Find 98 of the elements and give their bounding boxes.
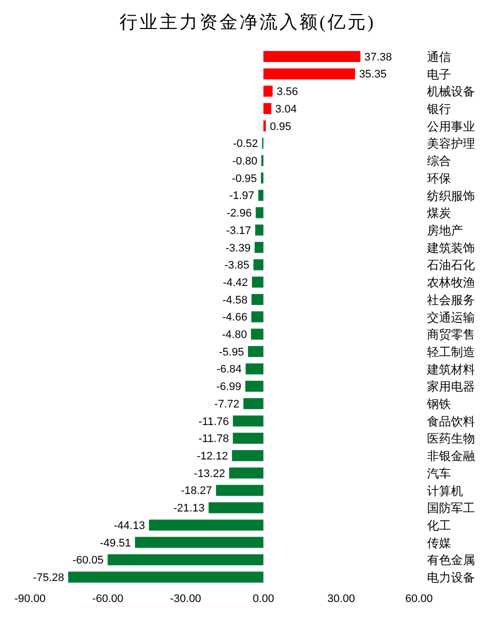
bar [243, 398, 264, 410]
data-label: -3.17 [226, 224, 252, 237]
bar [246, 363, 264, 374]
y-tick-label: 有色金属 [427, 553, 475, 568]
y-tick-label: 交通运输 [427, 310, 475, 324]
y-tick-label: 家用电器 [427, 380, 475, 394]
x-tick-label: 30.00 [327, 592, 355, 605]
bar [232, 450, 264, 462]
y-tick-label: 石油石化 [427, 258, 475, 272]
y-tick-label: 煤炭 [427, 206, 451, 220]
data-label: -3.39 [226, 242, 251, 254]
data-label: -0.80 [232, 155, 258, 168]
y-tick-label: 商贸零售 [427, 328, 475, 342]
x-tick-label: 0.00 [252, 592, 274, 605]
data-label: -0.52 [232, 138, 258, 150]
y-tick-label: 计算机 [427, 484, 463, 498]
data-label: -49.51 [100, 537, 132, 550]
data-label: 0.95 [270, 120, 292, 133]
bar [250, 328, 264, 340]
y-tick-label: 综合 [427, 154, 451, 168]
y-tick-label: 钢铁 [426, 397, 451, 412]
x-tick-label: -60.00 [92, 592, 124, 605]
y-tick-label: 化工 [427, 518, 451, 533]
y-tick-label: 社会服务 [427, 292, 475, 307]
bar [232, 415, 264, 426]
y-tick-label: 房地产 [427, 223, 463, 238]
data-label: -0.95 [232, 172, 257, 185]
bar [256, 207, 264, 218]
bar [263, 120, 266, 132]
data-label: -12.12 [196, 450, 228, 463]
y-tick-label: 汽车 [427, 466, 451, 480]
bar [248, 346, 264, 358]
bar [263, 103, 272, 114]
y-tick-label: 机械设备 [427, 84, 475, 99]
bar [263, 86, 273, 97]
bar [108, 554, 264, 566]
data-label: -4.80 [222, 329, 247, 342]
data-label: -6.99 [216, 381, 242, 394]
data-label: -18.27 [180, 485, 212, 498]
y-tick-label: 建筑材料 [426, 362, 475, 376]
bar [255, 224, 264, 236]
y-tick-label: 电子 [427, 67, 451, 82]
data-label: -2.96 [226, 208, 252, 220]
y-tick-label: 建筑装饰 [426, 240, 475, 255]
x-tick-label: -30.00 [170, 592, 202, 605]
data-label: 3.56 [276, 86, 298, 98]
x-tick-label: -90.00 [14, 592, 46, 605]
data-label: -75.28 [32, 572, 64, 584]
y-tick-label: 农林牧渔 [427, 276, 475, 290]
data-label: 35.35 [359, 68, 387, 81]
data-label: -6.84 [216, 364, 242, 376]
chart-title: 行业主力资金净流入额(亿元) [118, 11, 376, 34]
bar [263, 68, 356, 80]
data-label: -44.13 [114, 520, 145, 532]
y-tick-label: 国防军工 [427, 501, 475, 516]
data-label: -11.78 [198, 433, 229, 446]
y-tick-label: 非银金融 [427, 449, 475, 464]
data-label: -1.97 [229, 190, 254, 202]
bar [232, 432, 264, 444]
data-label: -5.95 [218, 346, 244, 358]
data-label: -4.66 [222, 312, 248, 324]
data-label: -21.13 [173, 502, 205, 515]
y-tick-label: 轻工制造 [427, 344, 475, 359]
bar [208, 502, 264, 514]
data-label: -11.76 [198, 416, 229, 428]
data-label: 37.38 [364, 51, 392, 64]
data-label: 3.04 [275, 103, 297, 116]
y-tick-label: 通信 [427, 50, 451, 64]
y-tick-label: 传媒 [427, 536, 451, 550]
bar [245, 380, 264, 392]
data-label: -3.85 [224, 260, 250, 272]
data-label: -60.05 [72, 554, 104, 567]
bar [263, 51, 360, 62]
y-tick-label: 银行 [426, 102, 451, 116]
data-label: -7.72 [214, 398, 240, 410]
y-tick-label: 食品饮料 [427, 414, 475, 428]
data-label: -13.22 [194, 468, 226, 480]
bar [229, 468, 264, 479]
bar [258, 190, 264, 201]
y-tick-label: 环保 [427, 171, 451, 186]
bar [252, 294, 264, 305]
bar [260, 172, 264, 184]
bar [135, 536, 264, 548]
bar [68, 572, 264, 583]
bar [148, 520, 264, 531]
y-tick-label: 纺织服饰 [427, 188, 475, 203]
y-tick-label: 医药生物 [427, 432, 475, 446]
x-tick-label: 60.00 [405, 592, 433, 605]
data-label: -4.42 [222, 276, 248, 289]
y-tick-label: 公用事业 [427, 119, 475, 134]
bar [254, 242, 264, 253]
bar [252, 276, 264, 288]
bar [251, 311, 264, 322]
y-tick-label: 美容护理 [427, 136, 475, 151]
bar [216, 484, 264, 496]
data-label: -4.58 [222, 294, 248, 306]
y-tick-label: 电力设备 [427, 570, 475, 585]
bar [253, 259, 264, 270]
